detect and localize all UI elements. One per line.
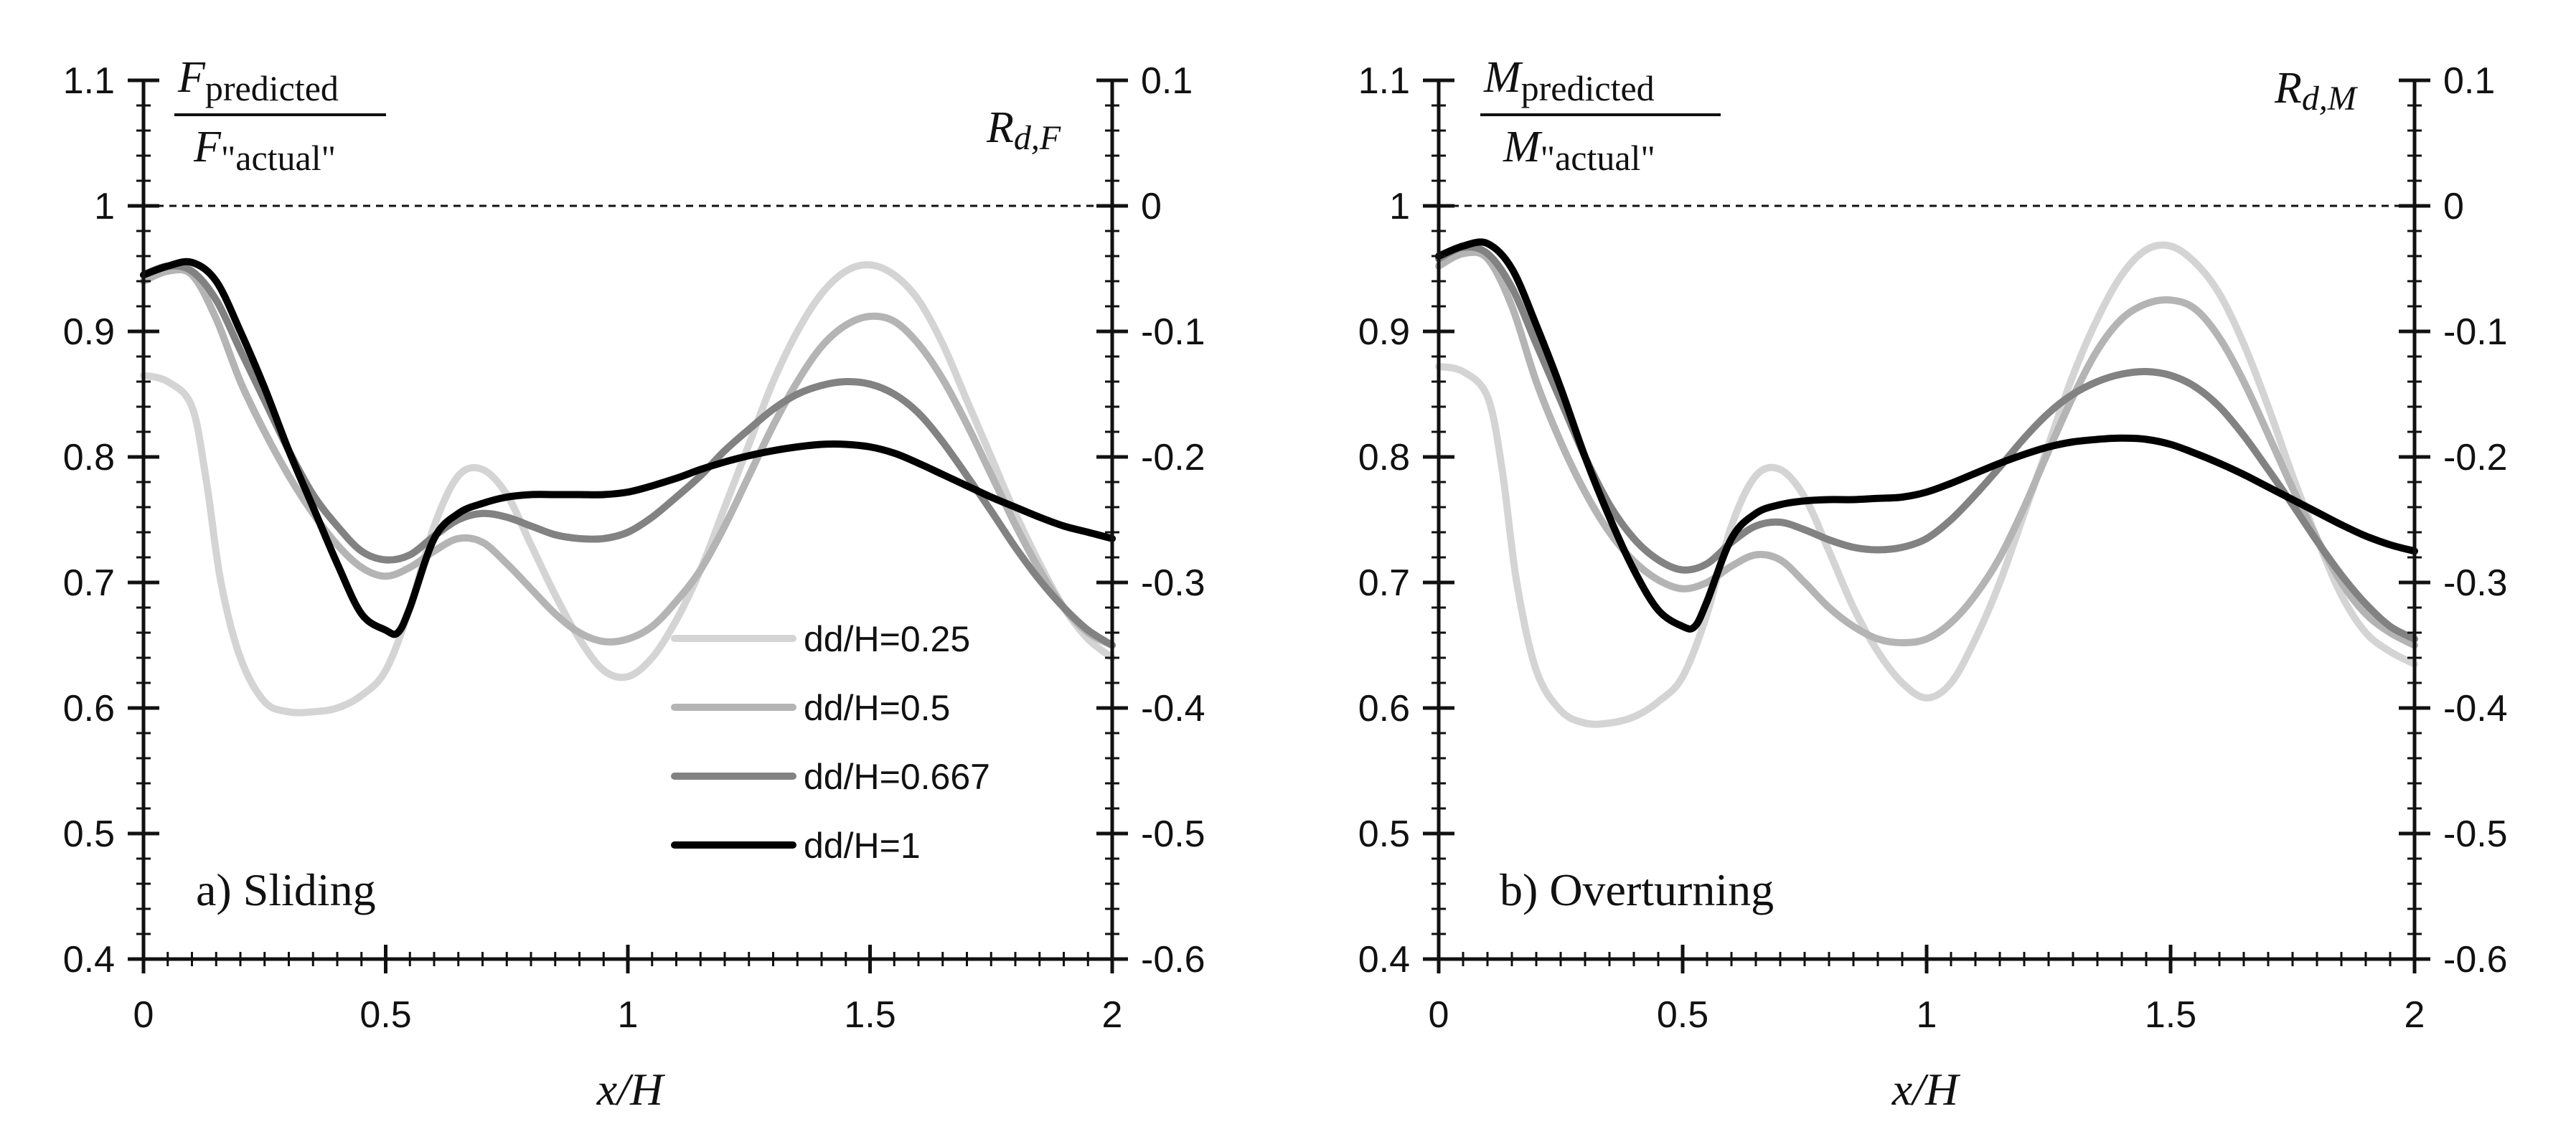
- right-axis-label: Rd,F: [986, 103, 1061, 157]
- legend-label: dd/H=0.5: [804, 688, 950, 728]
- x-tick-label: 1: [618, 994, 639, 1036]
- left-label-denominator: M: [1503, 123, 1543, 171]
- y-tick-label: 1.1: [1358, 60, 1410, 102]
- left-label-denominator-sub: "actual": [1541, 138, 1655, 178]
- y2-tick-label: -0.6: [1141, 939, 1205, 981]
- right-label-sub: d,F: [1014, 119, 1061, 157]
- x-tick-label: 0.5: [1657, 994, 1708, 1036]
- y2-tick-label: -0.4: [2443, 688, 2508, 730]
- left-label-numerator: M: [1483, 53, 1523, 102]
- x-tick-label: 2: [1102, 994, 1123, 1036]
- y-tick-label: 1.1: [63, 60, 115, 102]
- y2-tick-label: -0.1: [2443, 311, 2508, 353]
- y-tick-label: 0.9: [63, 311, 115, 353]
- y-tick-label: 0.6: [63, 688, 115, 730]
- series-layer: [140, 258, 1116, 717]
- svg-text:F"actual": F"actual": [193, 123, 336, 178]
- series-layer: [1435, 238, 2418, 728]
- x-axis-label: x/H: [1891, 1064, 1961, 1115]
- y2-tick-label: -0.5: [2443, 813, 2508, 855]
- y-tick-label: 0.4: [1358, 939, 1410, 981]
- left-label-numerator-sub: predicted: [205, 68, 339, 108]
- x-tick-label: 0: [1429, 994, 1449, 1036]
- y2-tick-label: 0: [1141, 186, 1162, 227]
- y2-tick-label: -0.3: [2443, 562, 2508, 604]
- right-label-main: R: [2274, 64, 2302, 113]
- y2-tick-label: 0: [2443, 186, 2464, 227]
- chart-panel-sliding: 0.4 -0.6 0.5 -0.5 0.6 -0.4 0.7 -0.3 0.8 -0.2 0.9 -0…: [63, 53, 1205, 1115]
- series-line-dd-h-0-5: [1435, 248, 2418, 649]
- x-tick-label: 0: [133, 994, 154, 1036]
- y-tick-label: 1: [94, 186, 115, 227]
- axes-layer: 0.4 -0.6 0.5 -0.5 0.6 -0.4 0.7 -0.3 0.8 -0.2 0.9 -0…: [1358, 60, 2508, 1036]
- y2-tick-label: -0.2: [1141, 437, 1205, 478]
- y2-tick-label: -0.4: [1141, 688, 1205, 730]
- series-line-dd-h-0-5: [140, 265, 1116, 649]
- axes-layer: 0.4 -0.6 0.5 -0.5 0.6 -0.4 0.7 -0.3 0.8 -0.2 0.9 -0…: [63, 60, 1205, 1036]
- svg-text:Mpredicted: Mpredicted: [1483, 53, 1655, 108]
- series-line-dd-h-0-25: [140, 261, 1116, 717]
- x-tick-label: 1: [1917, 994, 1937, 1036]
- y2-tick-label: 0.1: [1141, 60, 1193, 102]
- y-tick-label: 0.5: [1358, 813, 1410, 855]
- y-tick-label: 0.7: [1358, 562, 1410, 604]
- legend-item: dd/H=0.667: [671, 757, 990, 797]
- left-axis-label: Fpredicted F"actual": [174, 53, 386, 178]
- series-line-dd-h-1: [1435, 238, 2418, 633]
- y-tick-label: 0.5: [63, 813, 115, 855]
- x-tick-label: 1.5: [2145, 994, 2196, 1036]
- y2-tick-label: 0.1: [2443, 60, 2495, 102]
- left-axis-label: Mpredicted M"actual": [1480, 53, 1721, 178]
- x-tick-label: 1.5: [844, 994, 896, 1036]
- panel-label: b) Overturning: [1500, 864, 1774, 915]
- y2-tick-label: -0.2: [2443, 437, 2508, 478]
- legend-item: dd/H=0.5: [671, 688, 950, 728]
- legend-item: dd/H=0.25: [671, 619, 970, 659]
- y-tick-label: 0.6: [1358, 688, 1410, 730]
- y2-tick-label: -0.3: [1141, 562, 1205, 604]
- legend: dd/H=0.25 dd/H=0.5 dd/H=0.667 dd/H=1: [671, 619, 990, 866]
- left-label-numerator-sub: predicted: [1521, 68, 1655, 108]
- right-label-sub: d,M: [2302, 80, 2359, 118]
- chart-panel-overturning: 0.4 -0.6 0.5 -0.5 0.6 -0.4 0.7 -0.3 0.8 -0.2 0.9 -0…: [1358, 53, 2508, 1115]
- svg-text:Fpredicted: Fpredicted: [177, 53, 339, 108]
- legend-item: dd/H=1: [671, 826, 921, 866]
- legend-label: dd/H=0.667: [804, 757, 990, 797]
- x-axis-label: x/H: [596, 1064, 666, 1115]
- x-tick-label: 2: [2405, 994, 2425, 1036]
- right-label-main: R: [986, 103, 1014, 152]
- panel-label: a) Sliding: [196, 864, 376, 915]
- y-tick-label: 0.4: [63, 939, 115, 981]
- legend-label: dd/H=1: [804, 826, 921, 866]
- y-tick-label: 0.8: [63, 437, 115, 478]
- left-label-denominator: F: [193, 123, 222, 171]
- legend-label: dd/H=0.25: [804, 619, 970, 659]
- series-line-dd-h-1: [140, 258, 1116, 638]
- svg-text:M"actual": M"actual": [1503, 123, 1655, 178]
- series-line-dd-h-0-25: [1435, 241, 2418, 728]
- right-axis-label: Rd,M: [2274, 64, 2359, 118]
- x-tick-label: 0.5: [359, 994, 411, 1036]
- y-tick-label: 0.9: [1358, 311, 1410, 353]
- y2-tick-label: -0.6: [2443, 939, 2508, 981]
- y-tick-label: 1: [1389, 186, 1410, 227]
- y2-tick-label: -0.5: [1141, 813, 1205, 855]
- y-tick-label: 0.7: [63, 562, 115, 604]
- left-label-numerator: F: [177, 53, 206, 102]
- left-label-denominator-sub: "actual": [221, 138, 336, 178]
- y2-tick-label: -0.1: [1141, 311, 1205, 353]
- y-tick-label: 0.8: [1358, 437, 1410, 478]
